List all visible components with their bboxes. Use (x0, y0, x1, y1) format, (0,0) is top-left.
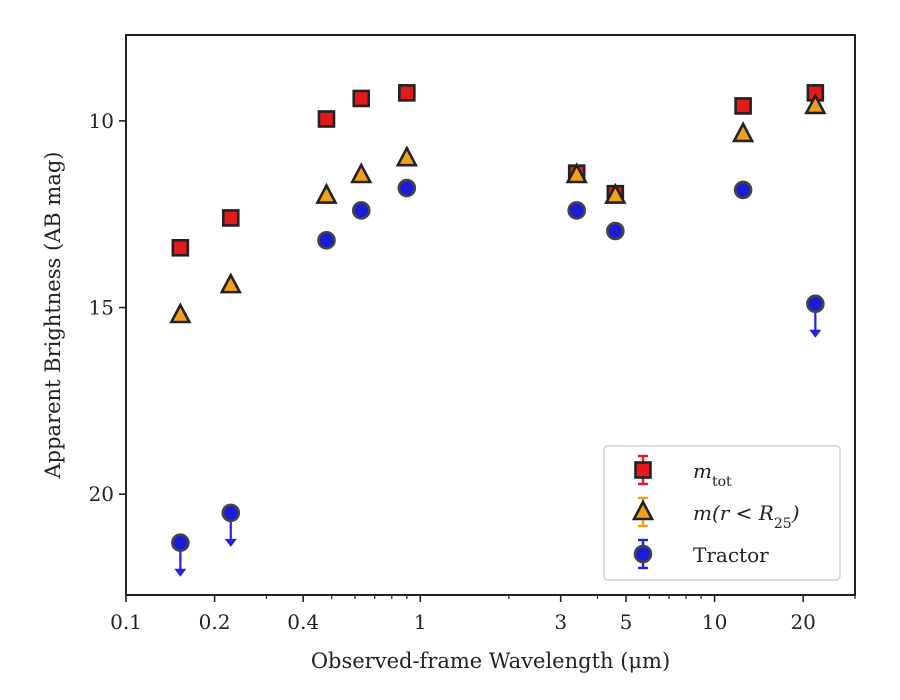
legend-box (603, 445, 841, 581)
mtot-point (734, 97, 752, 115)
mr25-point (604, 182, 627, 204)
y-tick-label: 15 (89, 296, 114, 320)
tractor-point (733, 180, 753, 200)
mr25-point (315, 182, 338, 204)
legend-label-mr25: m(r < R25) (693, 501, 800, 532)
x-tick-label: 5 (620, 610, 633, 634)
legend-marker-mr25 (631, 499, 655, 521)
tractor-point (606, 221, 625, 241)
series-mtot (171, 84, 825, 257)
axes: 0.1 0.2 0.4 1 3 5 10 20 10 15 20 (89, 34, 856, 634)
legend-marker-tractor (633, 544, 653, 564)
legend-label-mtot: mtot (693, 459, 732, 490)
y-tick-label: 10 (89, 109, 114, 133)
x-tick-label: 20 (790, 610, 815, 634)
series-mr25 (169, 93, 827, 324)
upper-limit-arrowhead (224, 538, 237, 547)
mr25-point (804, 93, 827, 115)
y-axis-label: Apparent Brightness (AB mag) (41, 152, 65, 480)
tractor-point (171, 533, 190, 553)
mr25-point (731, 121, 755, 143)
upper-limit-arrowhead (809, 329, 822, 338)
x-tick-label: 3 (554, 610, 567, 634)
mtot-point (352, 89, 371, 108)
tractor-point (567, 201, 587, 220)
x-tick-label: 0.2 (199, 610, 231, 634)
mtot-point (171, 239, 190, 257)
tractor-point (806, 294, 825, 314)
tractor-point (397, 178, 417, 198)
mtot-point (221, 209, 240, 227)
x-tick-label: 1 (414, 610, 427, 634)
series-tractor (171, 178, 825, 577)
y-tick-label: 20 (89, 482, 114, 506)
mr25-point (395, 145, 418, 167)
x-axis-label: Observed-frame Wavelength (μm) (311, 649, 670, 673)
mtot-point (398, 84, 416, 102)
plot-frame (125, 34, 856, 596)
mr25-point (565, 162, 588, 184)
x-tick-label: 0.4 (287, 610, 319, 634)
tractor-point (317, 231, 336, 250)
data-marks (169, 84, 827, 577)
mr25-point (219, 272, 242, 294)
legend-label-tractor: Tractor (693, 543, 769, 567)
legend-marker-mtot (634, 461, 652, 479)
mr25-point (350, 162, 373, 184)
tractor-point (221, 503, 241, 523)
legend: mtot m(r < R25) Tractor (603, 445, 841, 581)
tractor-point (351, 201, 371, 220)
mr25-point (169, 302, 192, 324)
x-tick-label: 0.1 (110, 610, 142, 634)
mtot-point (317, 110, 336, 128)
x-tick-label: 10 (702, 610, 727, 634)
upper-limit-arrowhead (174, 568, 187, 577)
